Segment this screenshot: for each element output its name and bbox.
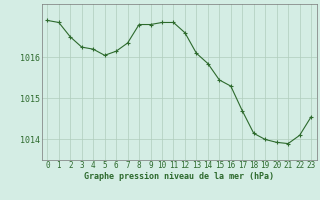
X-axis label: Graphe pression niveau de la mer (hPa): Graphe pression niveau de la mer (hPa): [84, 172, 274, 181]
